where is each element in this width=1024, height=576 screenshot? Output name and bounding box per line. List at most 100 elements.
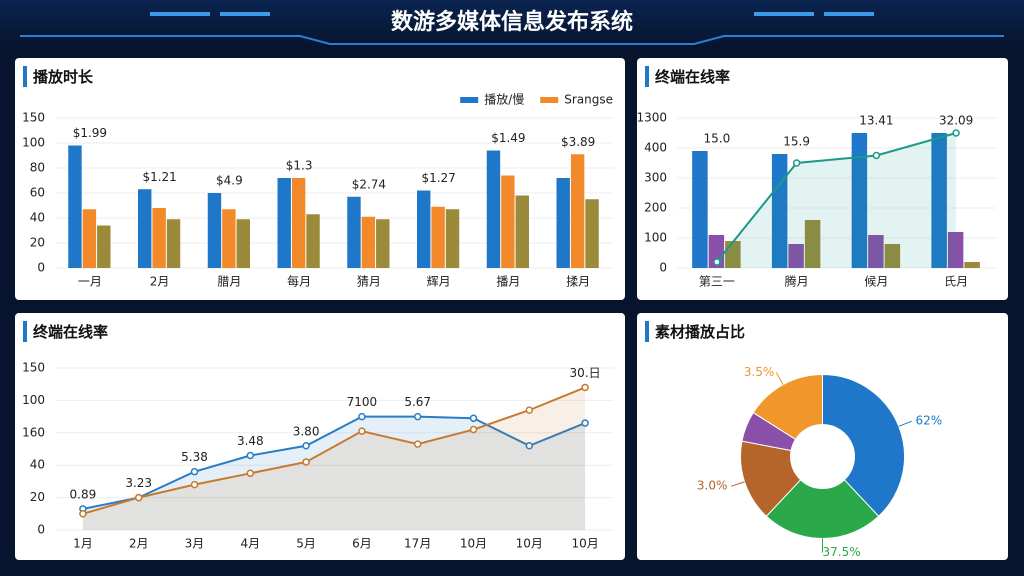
point — [190, 467, 199, 476]
x-tick-label: 6月 — [352, 537, 372, 551]
y-tick-label: 20 — [30, 236, 45, 250]
x-tick-label: 辉月 — [427, 275, 451, 289]
y-tick-label: 80 — [30, 161, 45, 175]
bar — [306, 214, 320, 268]
point — [134, 493, 143, 502]
x-tick-label: 腊月 — [217, 275, 241, 289]
area — [82, 387, 586, 530]
x-tick-label: 4月 — [240, 537, 260, 551]
bar — [788, 244, 804, 268]
data-label: $4.9 — [216, 174, 243, 188]
bar — [138, 189, 152, 268]
bar — [445, 209, 460, 268]
legend-label: 播放/慢 — [484, 92, 524, 107]
bar — [207, 193, 222, 268]
x-tick-label: 1月 — [73, 537, 93, 551]
leader — [775, 372, 784, 385]
bar — [708, 235, 725, 268]
point — [872, 151, 881, 160]
point — [581, 383, 589, 392]
point — [413, 440, 422, 448]
x-tick-label: 2月 — [129, 537, 149, 551]
x-tick-label: 5月 — [296, 537, 316, 551]
y-tick-label: 20 — [30, 490, 45, 504]
data-label: $1.49 — [491, 131, 525, 145]
chart: 0 20 40 160 100 150 1月 2月 3月 4月 5月 6月 17月 10月 10月 10月 0.… — [22, 361, 613, 551]
panel: 终端在线率 0 20 40 160 100 150 1月 2月 3月 4月 5月 6月 17月 10月 10月… — [15, 313, 625, 560]
data-label: 15.0 — [704, 132, 731, 146]
y-tick-label: 300 — [644, 171, 667, 185]
data-label: $2.74 — [352, 177, 386, 191]
panel-title: 终端在线率 — [23, 321, 108, 342]
bar — [570, 154, 585, 268]
x-tick-label: 播月 — [496, 275, 520, 289]
y-tick-label: 0 — [37, 261, 45, 275]
point — [469, 425, 478, 434]
data-label: 32.09 — [939, 114, 973, 128]
bar — [804, 220, 821, 268]
data-label: 3.48 — [237, 434, 264, 448]
data-label: 5.67 — [404, 395, 431, 409]
x-tick-label: 揉月 — [566, 274, 590, 289]
bar — [277, 178, 291, 268]
bar — [556, 178, 570, 268]
bar — [931, 133, 947, 268]
y-tick-label: 0 — [37, 523, 45, 537]
slice — [752, 373, 823, 441]
area — [716, 133, 957, 268]
bar — [868, 235, 884, 268]
panel-title: 终端在线率 — [645, 66, 730, 87]
legend-swatch — [540, 97, 559, 103]
x-tick-label: 腾月 — [785, 274, 809, 289]
chart: 0 20 40 60 80 100 150 一月 2月 腊月 每月 猜月 辉月 播月 揉月 $1.99 $1.2… — [22, 92, 613, 289]
slice-label: 3.5% — [744, 365, 775, 379]
point — [952, 129, 960, 137]
legend-swatch — [460, 97, 479, 103]
bar — [361, 216, 376, 268]
line — [716, 132, 957, 263]
data-label: $1.27 — [421, 171, 455, 185]
point — [302, 458, 310, 466]
bar — [291, 178, 306, 268]
bar — [585, 199, 599, 268]
data-label: 30.日 — [570, 366, 601, 380]
bar — [97, 225, 111, 268]
bar — [851, 133, 868, 268]
y-tick-label: 40 — [30, 458, 45, 472]
leader — [898, 420, 912, 427]
point — [713, 258, 721, 266]
y-tick-label: 400 — [644, 141, 667, 155]
panel: 素材播放占比 62% 37.5% 3.0% 3.5% — [637, 313, 1008, 560]
data-label: 0.89 — [70, 487, 97, 501]
y-tick-label: 40 — [30, 211, 45, 225]
bar — [236, 219, 250, 268]
bar — [964, 262, 980, 268]
y-tick-label: 100 — [22, 136, 45, 150]
point — [469, 414, 478, 422]
y-tick-label: 60 — [30, 186, 45, 200]
bar — [771, 154, 788, 268]
data-label: 5.38 — [181, 450, 208, 464]
x-tick-label: 猜月 — [357, 275, 381, 289]
slice-label: 62% — [915, 414, 942, 428]
bar — [166, 219, 181, 268]
x-tick-label: 2月 — [150, 275, 170, 289]
bar — [376, 219, 390, 268]
y-tick-label: 200 — [644, 201, 667, 215]
x-tick-label: 3月 — [185, 537, 205, 551]
x-tick-label: 氏月 — [944, 275, 968, 289]
point — [358, 427, 366, 435]
bar — [431, 206, 445, 268]
x-tick-label: 候月 — [864, 275, 888, 289]
bar — [501, 175, 515, 268]
y-tick-label: 100 — [644, 231, 667, 245]
point — [581, 419, 589, 427]
bar — [68, 145, 82, 268]
x-tick-label: 每月 — [287, 274, 311, 289]
data-label: $1.21 — [142, 170, 176, 184]
point — [79, 510, 87, 518]
data-label: $3.89 — [561, 135, 595, 149]
point — [190, 480, 199, 489]
chart: 62% 37.5% 3.0% 3.5% — [697, 365, 942, 559]
line — [82, 415, 586, 510]
